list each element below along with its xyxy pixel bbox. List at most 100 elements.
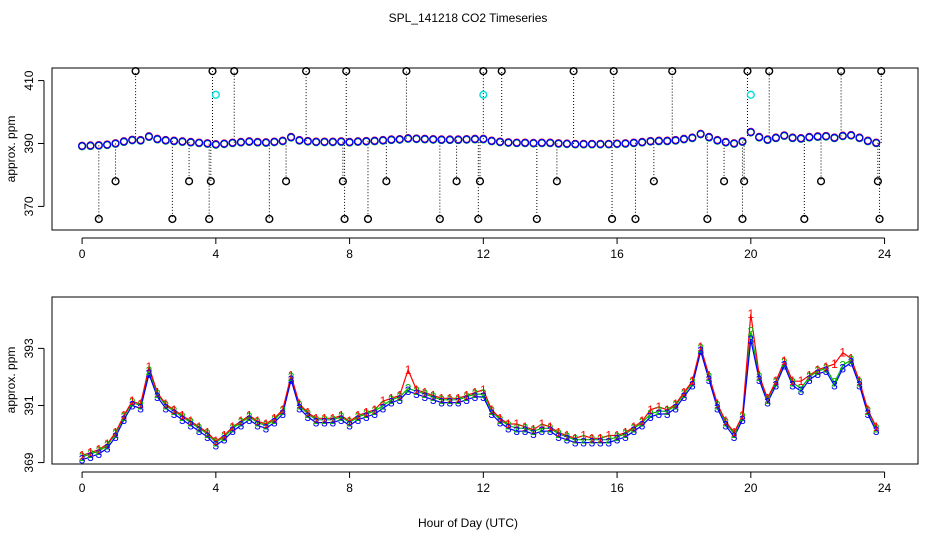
series-marker-3: 3	[798, 384, 805, 398]
series-marker-2: 2	[672, 398, 679, 412]
bottom-y-axis: 369 391 393	[22, 338, 45, 473]
drop-ring-marker	[738, 214, 747, 224]
series-marker-3: 3	[647, 410, 654, 424]
drop-ring-marker	[703, 214, 712, 224]
series-marker-3: 3	[630, 424, 637, 438]
series-marker-3: 3	[396, 393, 403, 407]
series-marker-2: 2	[781, 356, 788, 370]
series-marker-3: 3	[689, 378, 696, 392]
bottom-x-tick-label: 4	[212, 481, 219, 495]
series-marker-2: 2	[488, 404, 495, 418]
series-point	[128, 135, 137, 145]
series-point	[295, 136, 304, 145]
series-point	[94, 141, 103, 150]
drop-ring-marker	[631, 214, 640, 224]
top-x-tick-label: 24	[878, 247, 892, 261]
series-marker-2: 2	[288, 370, 295, 384]
series-point	[704, 133, 714, 142]
series-marker-3: 3	[154, 390, 161, 404]
series-marker-3: 3	[472, 390, 479, 404]
series-point	[261, 138, 271, 147]
series-marker-1: 1	[806, 369, 813, 383]
series-marker-3: 3	[764, 396, 771, 410]
series-marker-2: 2	[656, 404, 663, 418]
series-marker-3: 3	[296, 401, 303, 415]
series-marker-1: 1	[346, 414, 353, 428]
series-point	[270, 137, 279, 146]
series-marker-1: 1	[706, 369, 713, 383]
series-marker-1: 1	[279, 403, 286, 417]
drop-ring-marker	[552, 177, 561, 186]
series-marker-3: 3	[179, 413, 186, 427]
series-point	[863, 136, 872, 146]
series-marker-1: 1	[212, 434, 219, 448]
series-point	[571, 140, 580, 149]
series-marker-3: 3	[187, 418, 194, 432]
series-marker-1: 1	[296, 397, 303, 411]
series-point	[119, 137, 128, 146]
series-marker-1: 1	[848, 351, 855, 365]
series-point	[370, 136, 379, 146]
series-marker-3: 3	[823, 364, 830, 378]
bottom-x-tick-label: 0	[79, 481, 86, 495]
series-marker-1: 1	[597, 431, 604, 445]
series-marker-3: 3	[388, 396, 395, 410]
series-marker-2: 2	[396, 390, 403, 404]
series-marker-3: 3	[856, 378, 863, 392]
series-point	[830, 133, 839, 142]
series-point	[638, 138, 647, 147]
series-marker-2: 2	[747, 324, 754, 338]
series-marker-2: 2	[497, 413, 504, 427]
series-point	[738, 137, 747, 146]
series-point	[337, 137, 346, 146]
series-point	[855, 133, 864, 142]
drop-ring-marker	[184, 177, 194, 186]
top-y-tick-label: 390	[22, 133, 36, 153]
series-marker-2: 2	[706, 370, 713, 384]
series-marker-3: 3	[355, 413, 362, 427]
series-marker-2: 2	[330, 413, 337, 427]
top-series-points	[78, 127, 881, 151]
series-point	[654, 136, 663, 146]
series-marker-3: 3	[455, 396, 462, 410]
series-marker-2: 2	[263, 418, 270, 432]
series-marker-1: 1	[856, 374, 863, 388]
series-marker-1: 1	[731, 426, 738, 440]
series-marker-2: 2	[438, 393, 445, 407]
series-marker-2: 2	[764, 393, 771, 407]
bottom-y-tick-label: 391	[22, 395, 36, 415]
series-marker-3: 3	[831, 378, 838, 392]
series-point	[462, 135, 471, 144]
series-line-1	[81, 314, 877, 456]
series-marker-1: 1	[555, 426, 562, 440]
series-point	[521, 138, 530, 147]
series-marker-3: 3	[739, 413, 746, 427]
series-marker-2: 2	[380, 398, 387, 412]
bottom-plot-frame	[51, 296, 919, 465]
series-point	[412, 134, 421, 143]
series-marker-2: 2	[589, 433, 596, 447]
series-point	[629, 138, 638, 147]
series-marker-2: 2	[538, 421, 545, 435]
series-marker-1: 1	[171, 403, 178, 417]
series-point	[847, 131, 856, 140]
series-point	[328, 137, 337, 146]
series-marker-2: 2	[513, 421, 520, 435]
series-point	[679, 135, 688, 144]
series-marker-1: 1	[639, 414, 646, 428]
drop-ring-marker	[338, 177, 347, 186]
series-point	[713, 136, 722, 145]
series-marker-1: 1	[497, 411, 504, 425]
series-marker-3: 3	[121, 413, 128, 427]
series-marker-1: 1	[405, 363, 412, 377]
series-marker-3: 3	[614, 433, 621, 447]
series-marker-1: 1	[605, 428, 612, 442]
series-point	[587, 140, 597, 149]
series-marker-3: 3	[538, 424, 545, 438]
series-marker-1: 1	[396, 388, 403, 402]
series-marker-2: 2	[371, 404, 378, 418]
series-marker-2: 2	[839, 359, 846, 373]
series-point	[696, 130, 705, 139]
series-marker-2: 2	[137, 398, 144, 412]
